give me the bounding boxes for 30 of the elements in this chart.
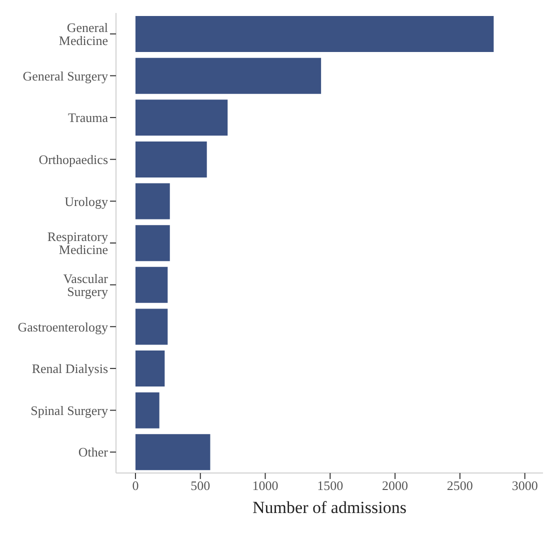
y-tick-label: Orthopaedics: [38, 152, 108, 167]
y-tick-label: General Medicine: [58, 20, 108, 48]
bar: [135, 100, 228, 136]
x-tick-label: 2500: [446, 478, 473, 494]
bar: [135, 141, 207, 178]
y-tick-label: Trauma: [68, 110, 108, 126]
y-tick-label: Other: [78, 444, 109, 460]
bar: [135, 434, 210, 470]
bar: [135, 392, 160, 428]
x-tick-label: 1500: [317, 478, 344, 494]
x-tick-label: 3000: [512, 478, 538, 494]
x-axis-title: Number of admissions: [252, 498, 406, 517]
x-tick-label: 2000: [382, 478, 408, 494]
x-tick-label: 1000: [252, 478, 278, 494]
y-tick-label: Spinal Surgery: [30, 402, 108, 418]
y-tick-label: Vascular Surgery: [63, 270, 109, 299]
y-tick-label: Respiratory Medicine: [47, 229, 108, 258]
y-tick-label: General Surgery: [22, 68, 108, 84]
x-tick-label: 0: [132, 478, 139, 494]
bar: [135, 225, 170, 262]
bar: [135, 183, 170, 220]
bar: [135, 16, 494, 52]
bar: [135, 58, 322, 94]
bar: [135, 266, 168, 303]
bar: [135, 308, 168, 345]
bar: [135, 350, 165, 387]
y-tick-label: Gastroenterology: [18, 319, 108, 334]
y-tick-label: Urology: [64, 194, 108, 209]
y-tick-label: Renal Dialysis: [32, 361, 108, 376]
x-tick-label: 500: [190, 478, 210, 494]
